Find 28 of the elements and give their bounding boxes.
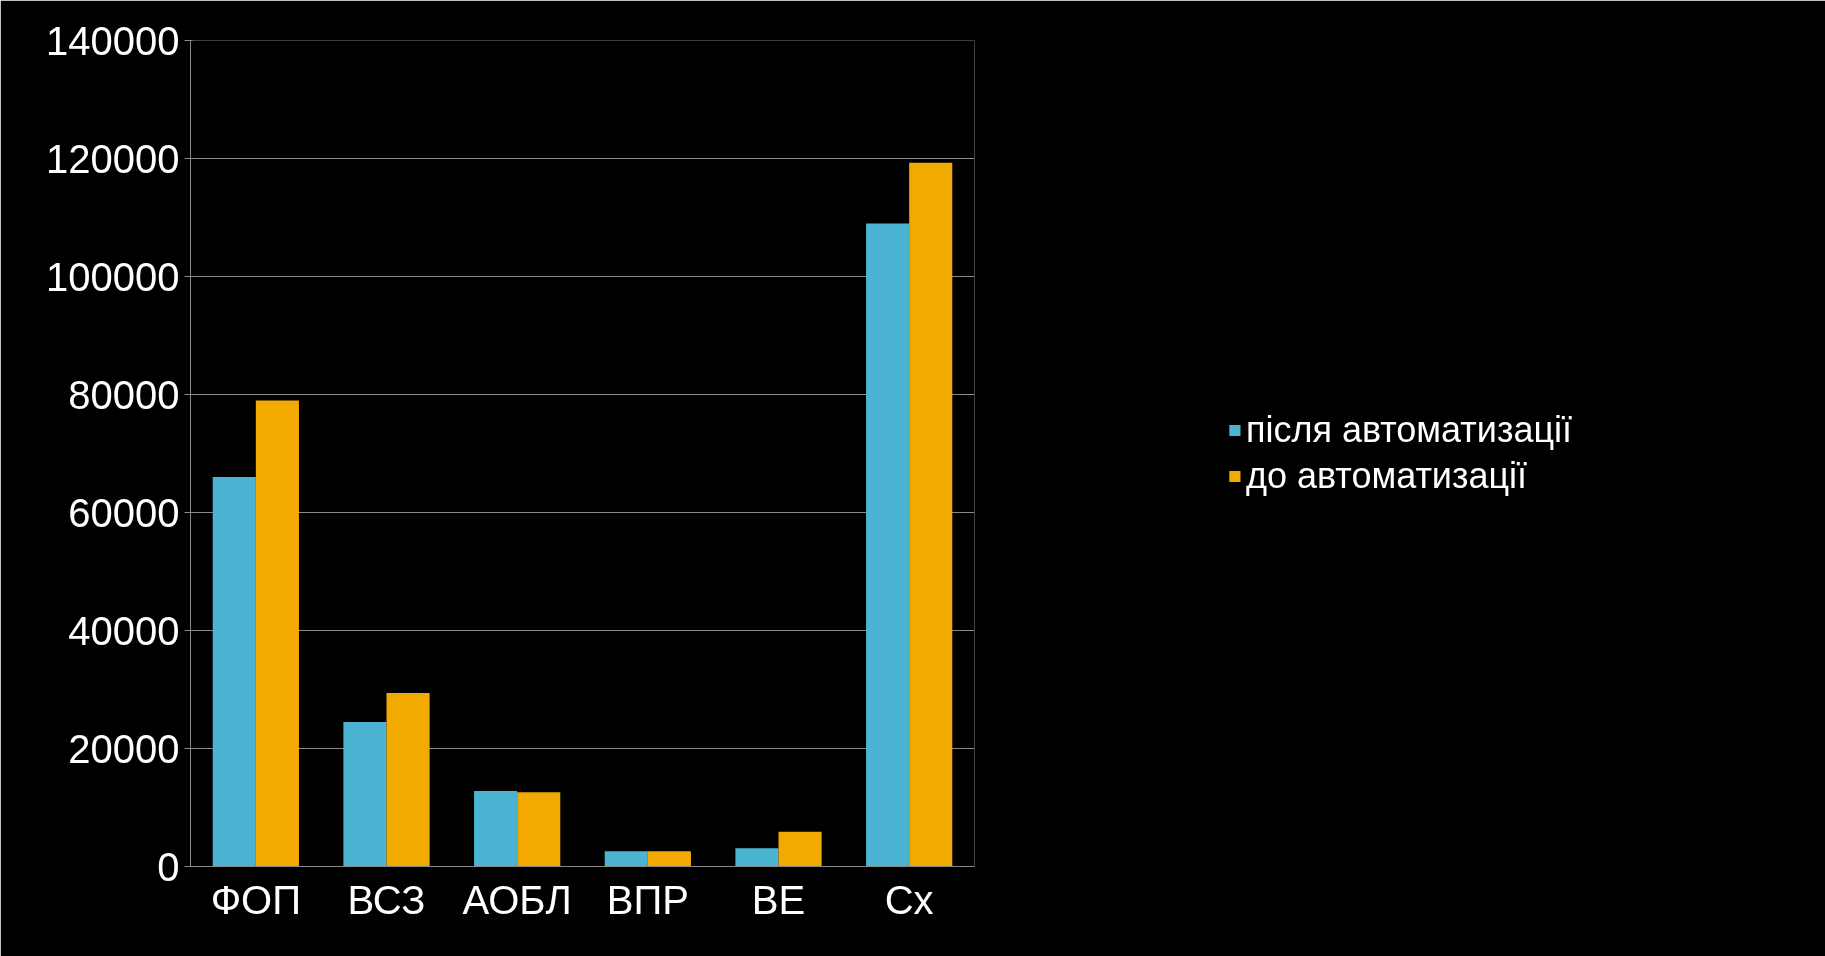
bar xyxy=(517,792,561,867)
bar xyxy=(604,851,648,867)
bar xyxy=(212,477,256,867)
y-tick-label: 140000 xyxy=(46,18,180,63)
bar xyxy=(909,162,953,867)
bar xyxy=(474,790,518,867)
bar xyxy=(735,848,779,867)
bar xyxy=(778,831,822,867)
x-tick-label: ВСЗ xyxy=(347,877,426,922)
y-tick-label: 60000 xyxy=(68,490,180,535)
x-tick-label: ВПР xyxy=(606,877,689,922)
y-tick-label: 20000 xyxy=(68,726,180,771)
y-tick-label: 100000 xyxy=(46,254,180,299)
bar xyxy=(343,721,387,867)
y-tick-label: 0 xyxy=(157,844,180,889)
bar xyxy=(647,851,691,867)
legend-label: до автоматизації xyxy=(1245,455,1528,497)
bar xyxy=(386,693,430,867)
x-tick-label: ВЕ xyxy=(751,877,806,922)
bar xyxy=(255,400,299,867)
y-tick-label: 40000 xyxy=(68,608,180,653)
legend-label: після автоматизації xyxy=(1245,409,1573,451)
x-tick-label: Сх xyxy=(884,877,934,922)
y-tick-label: 80000 xyxy=(68,372,180,417)
y-tick-label: 120000 xyxy=(46,136,180,181)
x-tick-label: ФОП xyxy=(210,877,301,922)
bar xyxy=(866,223,910,867)
x-tick-label: АОБЛ xyxy=(462,877,572,922)
